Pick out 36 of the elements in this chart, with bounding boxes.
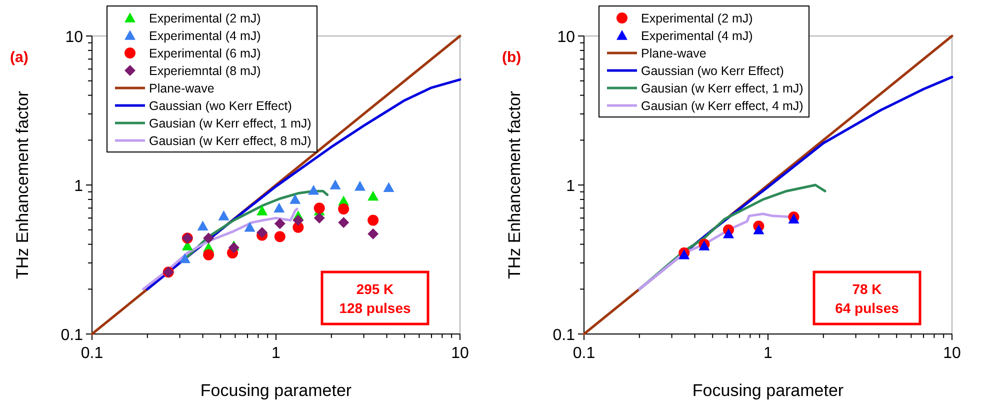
legend-label: Experimental (6 mJ): [149, 46, 261, 60]
annotation: 64 pulses: [835, 300, 900, 316]
legend-label: Experimental (2 mJ): [149, 12, 261, 26]
x-axis-title: Focusing parameter: [692, 381, 844, 400]
legend-label: Gausian (w Kerr effect, 1 mJ): [641, 82, 804, 96]
y-axis-title: THz Enhancement factor: [505, 90, 524, 280]
annotation: 128 pulses: [339, 300, 412, 316]
y-axis-title: THz Enhancement factor: [13, 90, 32, 280]
x-tick-label: 10: [451, 345, 469, 362]
annotation: 295 K: [356, 281, 394, 297]
legend-label: Experimental (4 mJ): [641, 29, 753, 43]
legend-label: Experimental (4 mJ): [149, 29, 261, 43]
legend-label: Plane-wave: [149, 82, 214, 96]
legend-label: Gaussian (wo Kerr Effect): [641, 64, 784, 78]
x-axis-title: Focusing parameter: [200, 381, 352, 400]
text: (a): [10, 49, 28, 66]
y-tick-label: 10: [65, 29, 84, 46]
legend-label: Experiemntal (8 mJ): [149, 64, 261, 78]
legend-label: Plane-wave: [641, 46, 706, 60]
y-tick-label: 0.1: [60, 327, 84, 344]
y-tick-label: 10: [557, 29, 576, 46]
x-tick-label: 1: [764, 345, 773, 362]
text: (b): [502, 49, 522, 66]
legend-label: Gausian (w Kerr effect, 4 mJ): [641, 99, 804, 113]
x-tick-label: 1: [272, 345, 281, 362]
y-tick-label: 0.1: [552, 327, 576, 344]
legend-label: Gaussian (wo Kerr Effect): [149, 99, 292, 113]
x-tick-label: 10: [943, 345, 961, 362]
y-tick-label: 1: [74, 178, 84, 195]
y-tick-label: 1: [566, 178, 576, 195]
legend-label: Gausian (w Kerr effect, 8 mJ): [149, 134, 312, 148]
legend-label: Experimental (2 mJ): [641, 12, 753, 26]
x-tick-label: 0.1: [572, 345, 596, 362]
legend-label: Gausian (w Kerr effect, 1 mJ): [149, 116, 312, 130]
annotation: 78 K: [852, 281, 882, 297]
x-tick-label: 0.1: [80, 345, 104, 362]
